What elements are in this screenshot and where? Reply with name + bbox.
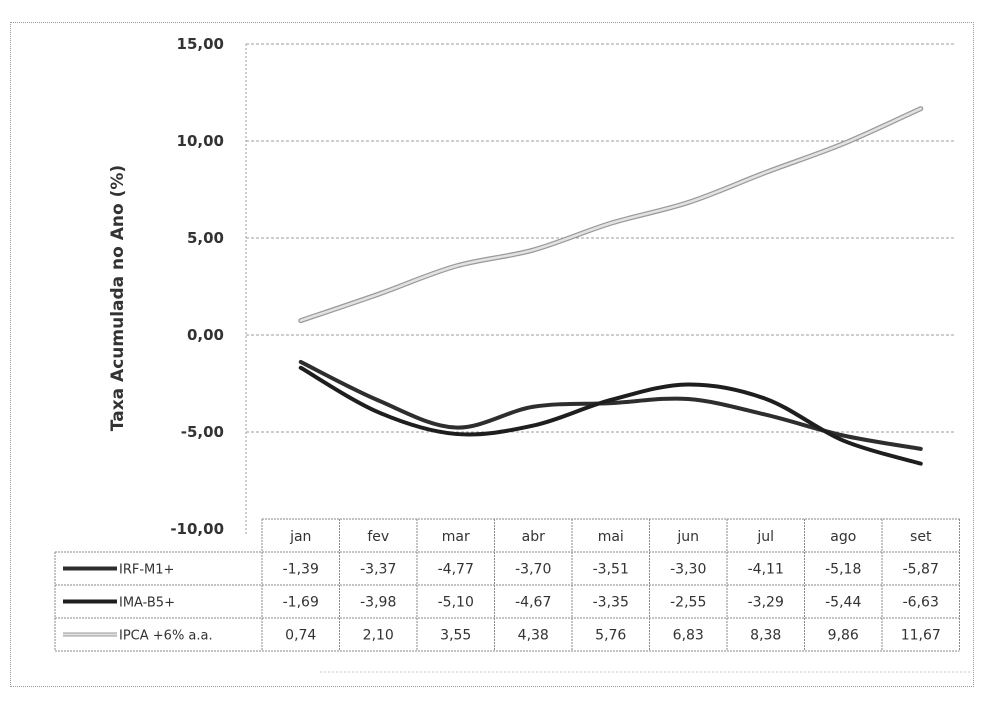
data-label: 3,55	[440, 628, 471, 644]
data-label: -3,70	[515, 562, 551, 578]
x-category-label: ago	[830, 529, 856, 545]
data-label: 2,10	[363, 628, 394, 644]
legend-entry: IRF-M1+	[119, 563, 174, 578]
x-category-label: jan	[289, 529, 311, 545]
data-label: -4,67	[515, 595, 551, 611]
series-line-ipca	[299, 107, 922, 322]
series-line-irf-m1-	[298, 359, 923, 451]
data-table: jan fev mar abr mai jun jul ago set IRF-M1+ -1,39 -…	[54, 518, 960, 652]
data-label: -6,63	[903, 595, 939, 611]
data-label: -3,35	[593, 595, 629, 611]
data-label: 11,67	[901, 628, 941, 644]
x-category-label: set	[910, 529, 932, 545]
x-category-label: jul	[756, 529, 774, 545]
data-label: 6,83	[673, 628, 704, 644]
y-tick-label: -5,00	[181, 423, 224, 441]
x-category-label: mai	[598, 529, 624, 545]
data-label: 4,38	[518, 628, 549, 644]
data-label: -4,11	[748, 562, 784, 578]
chart-frame	[10, 22, 974, 687]
data-label: 9,86	[828, 628, 859, 644]
y-tick-label: 15,00	[177, 35, 224, 53]
data-label: -3,29	[748, 595, 784, 611]
x-category-label: mar	[442, 529, 470, 545]
data-label: -1,69	[283, 595, 319, 611]
data-label: -3,98	[360, 595, 396, 611]
data-label: -4,77	[438, 562, 474, 578]
series-lines	[298, 106, 924, 466]
data-label: -3,51	[593, 562, 629, 578]
data-label: -1,39	[283, 562, 319, 578]
legend-entry: IMA-B5+	[119, 596, 175, 611]
series-line-ima-b5-	[298, 365, 923, 466]
data-label: -5,10	[438, 595, 474, 611]
y-tick-label: 10,00	[177, 132, 224, 150]
data-label: 5,76	[595, 628, 626, 644]
data-label: -5,18	[825, 562, 861, 578]
data-label: -3,37	[360, 562, 396, 578]
y-tick-label: 0,00	[187, 326, 224, 344]
x-category-label: abr	[522, 529, 545, 545]
data-label: -2,55	[670, 595, 706, 611]
data-label: -3,30	[670, 562, 706, 578]
data-label: 8,38	[750, 628, 781, 644]
y-axis-label: Taxa Acumulada no Ano (%)	[108, 165, 128, 431]
legend-entry: IPCA +6% a.a.	[119, 629, 213, 644]
x-category-label: fev	[367, 529, 389, 545]
y-axis: 15,00 10,00 5,00 0,00 -5,00 -10,00	[170, 35, 247, 538]
gridlines	[246, 43, 955, 433]
y-tick-label: -10,00	[170, 520, 224, 538]
y-tick-label: 5,00	[187, 229, 224, 247]
data-label: 0,74	[285, 628, 316, 644]
x-category-label: jun	[676, 529, 699, 545]
data-label: -5,44	[825, 595, 861, 611]
data-label: -5,87	[903, 562, 939, 578]
